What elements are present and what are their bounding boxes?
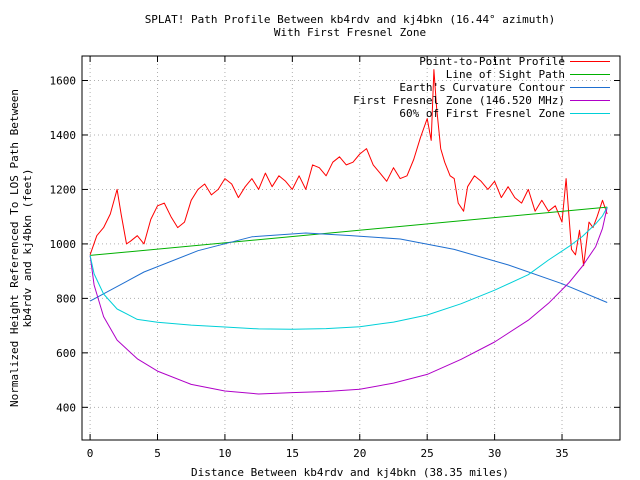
- y-axis-label-line-2: kb4rdv and kj4bkn (feet): [21, 169, 34, 328]
- y-axis-label-line-1: Normalized Height Referenced To LOS Path…: [8, 89, 21, 407]
- x-tick-label: 10: [218, 447, 231, 460]
- y-tick-label: 400: [56, 401, 76, 414]
- x-tick-label: 30: [488, 447, 501, 460]
- series-line-point-to-point-profile: [89, 69, 608, 267]
- y-axis: 400 600 800 1000 1200 1400 1600: [50, 75, 620, 414]
- x-tick-label: 25: [421, 447, 434, 460]
- x-axis-label: Distance Between kb4rdv and kj4bkn (38.3…: [191, 466, 509, 479]
- y-tick-label: 1400: [50, 129, 77, 142]
- series-lines: [89, 69, 608, 395]
- x-tick-label: 35: [555, 447, 568, 460]
- legend-label-first-fresnel-zone-146-520-mhz: First Fresnel Zone (146.520 MHz): [353, 94, 565, 107]
- y-tick-label: 1200: [50, 183, 77, 196]
- series-line-earth-s-curvature-contour: [89, 232, 608, 303]
- y-tick-label: 800: [56, 292, 76, 305]
- y-tick-label: 1000: [50, 238, 77, 251]
- series-line-60-of-first-fresnel-zone: [89, 206, 608, 330]
- series-line-line-of-sight-path: [90, 206, 608, 256]
- y-tick-label: 1600: [50, 75, 77, 88]
- x-tick-label: 5: [154, 447, 161, 460]
- series-line-first-fresnel-zone-146-520-mhz: [89, 206, 608, 395]
- plot-frame: [81, 55, 621, 441]
- legend-label-earth-s-curvature-contour: Earth's Curvature Contour: [399, 81, 565, 94]
- x-tick-label: 15: [286, 447, 299, 460]
- legend-label-line-of-sight-path: Line of Sight Path: [446, 68, 565, 81]
- x-axis: 0 5 10 15 20 25 30 35: [87, 56, 569, 460]
- x-tick-label: 20: [353, 447, 366, 460]
- x-tick-label: 0: [87, 447, 94, 460]
- legend-label-60-of-first-fresnel-zone: 60% of First Fresnel Zone: [399, 107, 565, 120]
- legend-label-point-to-point-profile: Point-to-Point Profile: [419, 55, 565, 68]
- chart-title: SPLAT! Path Profile Between kb4rdv and k…: [145, 13, 556, 26]
- y-tick-label: 600: [56, 347, 76, 360]
- chart-subtitle: With First Fresnel Zone: [274, 26, 426, 39]
